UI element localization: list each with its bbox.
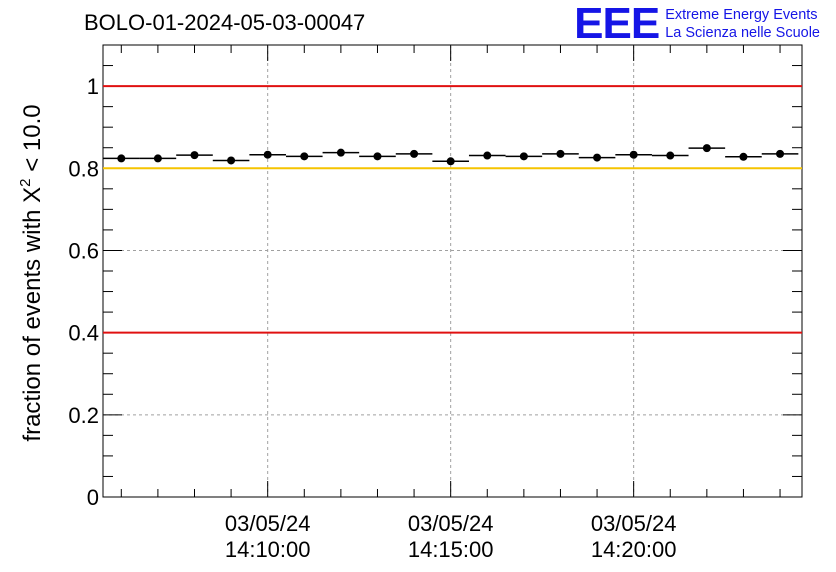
data-point [776,149,785,158]
eee-logo-mark: EEE [574,0,660,48]
data-point [117,154,126,163]
data-point [410,149,419,158]
data-point [556,149,565,158]
x-tick-date-label: 03/05/24 [591,511,677,536]
y-axis-label: fraction of events with X2 < 10.0 [17,104,46,441]
y-tick-label: 0.4 [68,321,99,346]
data-point [739,152,748,161]
data-point [446,157,455,166]
logo-line-2: La Scienza nelle Scuole [665,25,820,41]
data-point [263,150,272,159]
data-point [153,154,162,163]
eee-logo: EEE Extreme Energy Events La Scienza nel… [574,0,820,48]
x-tick-time-label: 14:10:00 [225,537,311,562]
data-point [373,152,382,161]
data-point [519,152,528,161]
x-tick-date-label: 03/05/24 [225,511,311,536]
y-tick-label: 1 [87,74,99,99]
data-point [629,150,638,159]
plot-frame [102,44,803,498]
y-tick-label: 0 [87,485,99,510]
data-point [190,151,199,160]
eee-logo-text: Extreme Energy Events La Scienza nelle S… [665,6,820,42]
y-tick-label: 0.6 [68,238,99,263]
data-point [227,156,236,165]
data-point [483,151,492,160]
y-tick-label: 0.8 [68,156,99,181]
x-tick-time-label: 14:15:00 [408,537,494,562]
x-tick-date-label: 03/05/24 [408,511,494,536]
data-point [336,148,345,157]
data-point [702,144,711,153]
logo-line-1: Extreme Energy Events [665,7,818,23]
chart-title: BOLO-01-2024-05-03-00047 [84,10,366,35]
y-tick-label: 0.2 [68,403,99,428]
data-point [300,152,309,161]
data-point [666,151,675,160]
data-point [593,153,602,162]
x-tick-time-label: 14:20:00 [591,537,677,562]
